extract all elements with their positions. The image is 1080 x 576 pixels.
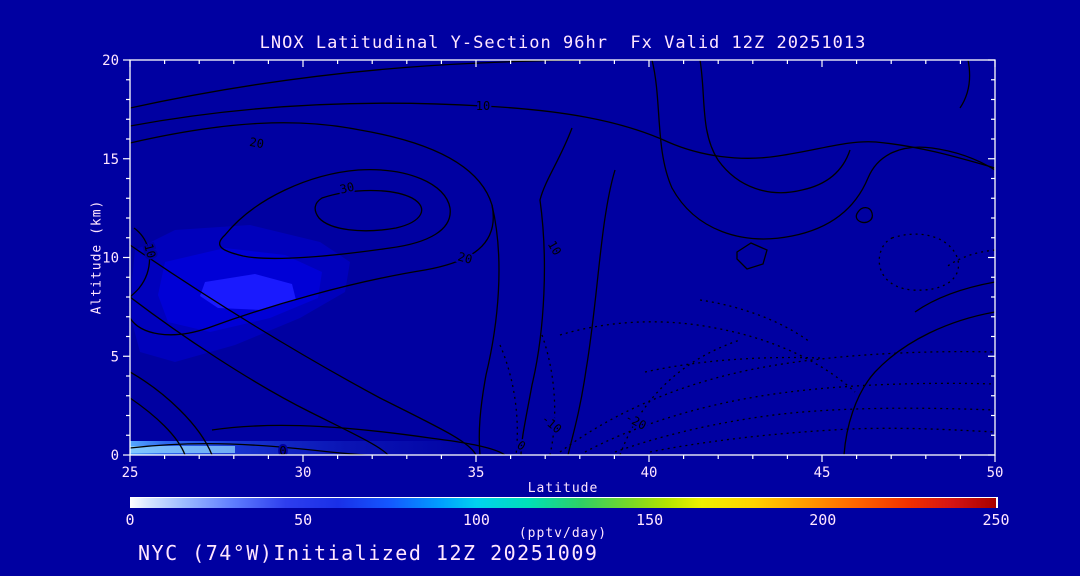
x-tick-label: 25 (122, 465, 139, 481)
contour-label: 0 (279, 444, 286, 458)
x-axis-title: Latitude (527, 481, 599, 496)
contour-label: 30 (338, 180, 355, 197)
filled-contours (130, 225, 490, 455)
colorbar-tick-label: 250 (982, 511, 1010, 529)
contour-label: 10 (141, 242, 158, 260)
y-tick-label: 0 (111, 448, 119, 464)
y-tick-label: 15 (102, 152, 119, 168)
colorbar-units-label: (pptv/day) (518, 526, 608, 541)
contour-label: -20 (623, 410, 649, 433)
plot-frame (129, 59, 996, 456)
contour-lines-dotted (499, 233, 995, 455)
colorbar-tick-label: 0 (125, 511, 135, 529)
y-tick-label: 10 (102, 251, 119, 267)
x-tick-label: 30 (295, 465, 312, 481)
contour-label: 20 (248, 135, 265, 151)
colorbar-tick-labels: 0 50 100 150 200 250 (125, 511, 1009, 529)
contour-label: 20 (456, 250, 474, 267)
y-tick-labels: 0 5 10 15 20 (102, 53, 119, 464)
contour-label: -10 (539, 412, 565, 437)
contour-label: 10 (545, 238, 564, 258)
colorbar (130, 497, 998, 508)
colorbar-tick-label: 100 (462, 511, 490, 529)
contour-lines-solid (130, 60, 995, 455)
x-tick-label: 50 (987, 465, 1004, 481)
contour-label: 10 (476, 99, 490, 113)
colorbar-tick-label: 50 (294, 511, 313, 529)
plot-title: LNOX Latitudinal Y-Section 96hr Fx Valid… (259, 33, 867, 53)
y-axis-title: Altitude (km) (89, 199, 105, 315)
shaded-blob-core (200, 274, 296, 310)
x-tick-label: 35 (468, 465, 485, 481)
x-tick-label: 45 (814, 465, 831, 481)
y-tick-label: 5 (111, 349, 119, 365)
colorbar-tick-label: 200 (809, 511, 837, 529)
footer-annotation: NYC (74°W)Initialized 12Z 20251009 (138, 541, 599, 565)
x-tick-labels: 25 30 35 40 45 50 (122, 465, 1004, 481)
x-tick-label: 40 (641, 465, 658, 481)
y-tick-label: 20 (102, 53, 119, 69)
colorbar-tick-label: 150 (636, 511, 664, 529)
